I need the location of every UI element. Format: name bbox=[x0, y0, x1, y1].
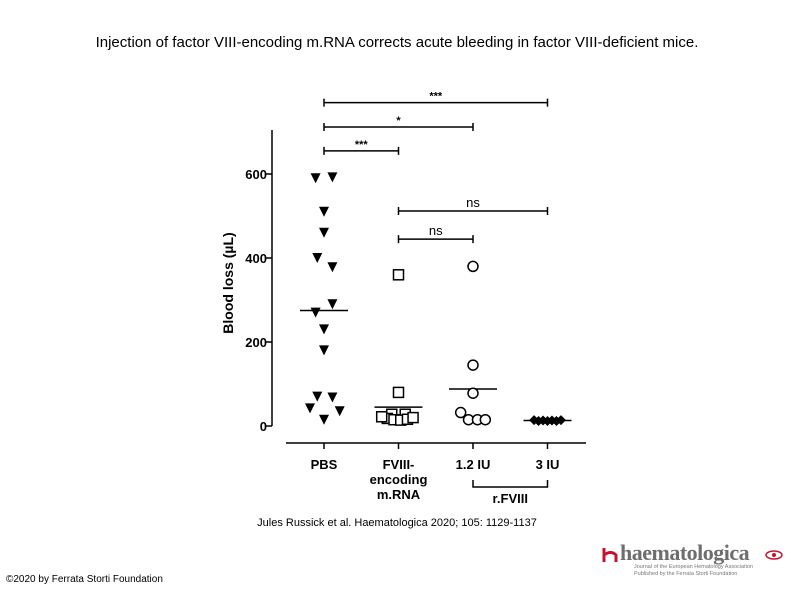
significance-label: * bbox=[396, 115, 401, 127]
logo-tagline-2: Published by the Ferrata Storti Foundati… bbox=[634, 571, 738, 577]
data-point-triangle bbox=[327, 262, 338, 273]
data-point-triangle bbox=[319, 206, 329, 217]
logo-emblem-icon bbox=[765, 550, 783, 560]
logo-tagline: Journal of the European Hematology Assoc… bbox=[634, 564, 774, 578]
data-point-triangle bbox=[327, 392, 338, 403]
logo-tagline-1: Journal of the European Hematology Assoc… bbox=[634, 564, 753, 570]
citation: Jules Russick et al. Haematologica 2020;… bbox=[257, 517, 537, 529]
data-point-diamond bbox=[555, 415, 566, 426]
data-point-triangle bbox=[310, 173, 321, 184]
data-point-circle bbox=[467, 387, 479, 399]
y-tick-label: 200 bbox=[245, 335, 267, 350]
data-point-triangle bbox=[305, 403, 315, 414]
y-tick-label: 400 bbox=[245, 251, 267, 266]
significance-bracket bbox=[397, 206, 549, 215]
significance-label: *** bbox=[355, 139, 369, 151]
data-point-square bbox=[392, 386, 405, 399]
y-tick-label: 0 bbox=[260, 419, 267, 434]
data-point-triangle bbox=[310, 307, 321, 318]
group-bracket-label: r.FVIII bbox=[493, 491, 528, 506]
significance-label: ns bbox=[466, 195, 480, 210]
x-tick-label: 1.2 IU bbox=[456, 457, 491, 472]
significance-bracket bbox=[323, 122, 474, 131]
x-tick-label: encoding bbox=[370, 472, 428, 487]
data-point-circle bbox=[454, 406, 467, 419]
logo-mark-icon bbox=[602, 548, 618, 562]
significance-label: ns bbox=[429, 223, 443, 238]
data-point-square bbox=[375, 411, 388, 423]
data-point-triangle bbox=[312, 253, 323, 263]
data-point-circle bbox=[467, 359, 479, 371]
y-tick-label: 600 bbox=[245, 167, 267, 182]
data-point-triangle bbox=[319, 345, 329, 356]
x-tick-label: PBS bbox=[311, 457, 338, 472]
data-point-circle bbox=[479, 413, 492, 426]
data-point-square bbox=[392, 269, 405, 281]
y-axis-title: Blood loss (µL) bbox=[220, 232, 236, 333]
x-tick-label: m.RNA bbox=[377, 487, 421, 502]
x-tick-label: 3 IU bbox=[536, 457, 560, 472]
group-bracket-line bbox=[472, 480, 549, 488]
significance-bracket bbox=[323, 98, 549, 107]
data-point-triangle bbox=[327, 299, 338, 310]
data-point-triangle bbox=[327, 172, 338, 183]
significance-label: *** bbox=[429, 91, 443, 103]
data-point-triangle bbox=[319, 414, 329, 425]
data-point-triangle bbox=[319, 227, 329, 238]
haematologica-logo: haematologica Journal of the European He… bbox=[598, 540, 788, 580]
data-point-triangle bbox=[319, 324, 329, 335]
x-tick-label: FVIII- bbox=[383, 457, 415, 472]
significance-bracket bbox=[397, 235, 474, 244]
data-point-square bbox=[407, 411, 419, 424]
significance-bracket bbox=[323, 146, 400, 155]
copyright-notice: ©2020 by Ferrata Storti Foundation bbox=[6, 574, 163, 585]
logo-wordmark: haematologica bbox=[620, 540, 750, 565]
data-point-triangle bbox=[312, 391, 323, 402]
slide-title: Injection of factor VIII-encoding m.RNA … bbox=[95, 34, 699, 51]
data-point-circle bbox=[467, 260, 479, 273]
data-point-triangle bbox=[334, 406, 345, 417]
